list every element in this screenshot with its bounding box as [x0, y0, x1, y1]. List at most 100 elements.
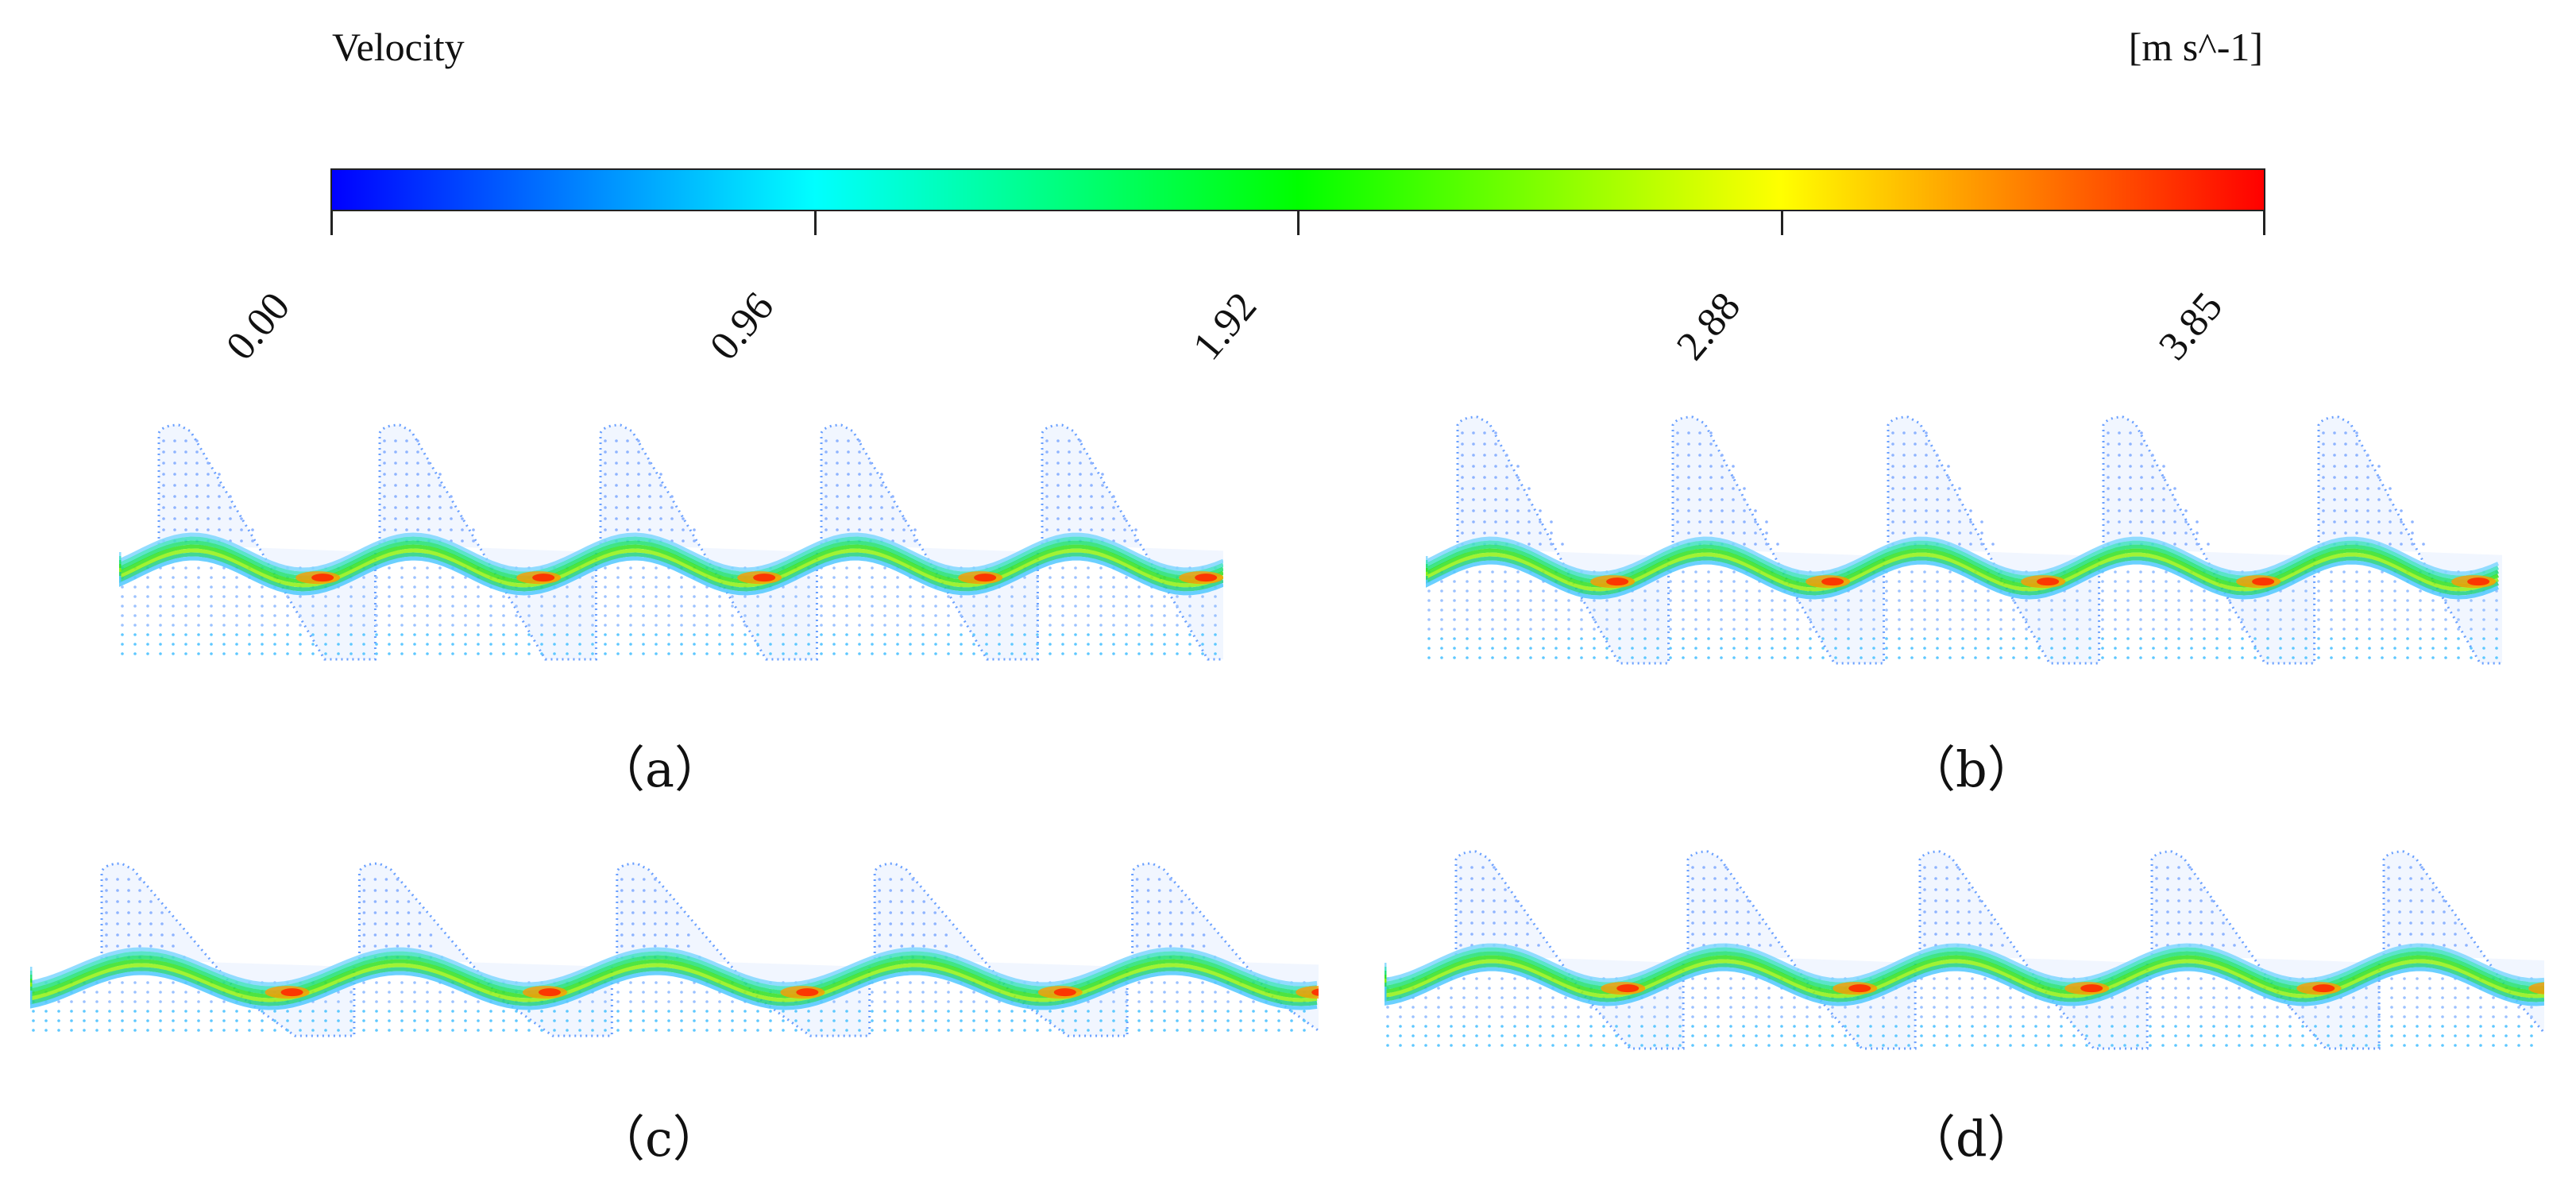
vector-dot — [1427, 656, 1431, 659]
vector-dot — [362, 1010, 365, 1013]
vector-dot — [1056, 517, 1060, 520]
vector-dot — [972, 595, 975, 598]
vector-dot — [858, 1000, 861, 1003]
vector-dot — [845, 1010, 848, 1013]
vector-dot — [1112, 595, 1115, 598]
vector-dot — [1303, 1019, 1306, 1022]
vector-dot — [1527, 509, 1531, 512]
vector-dot — [1564, 996, 1567, 999]
vector-dot — [1987, 656, 1990, 659]
vector-dot — [477, 1000, 480, 1003]
vector-dot — [2301, 1044, 2304, 1047]
vector-dot — [2457, 656, 2460, 659]
vector-dot — [83, 991, 86, 994]
vector-dot — [2466, 1025, 2470, 1028]
vector-dot — [1615, 1025, 1618, 1028]
vector-dot — [1702, 888, 1705, 891]
vector-dot — [880, 484, 883, 487]
vector-dot — [1958, 520, 1961, 523]
vector-dot — [2428, 1015, 2431, 1018]
vector-dot — [1958, 487, 1961, 490]
vector-dot — [1201, 605, 1204, 608]
vector-dot — [643, 878, 646, 881]
vector-dot — [615, 462, 618, 465]
vector-dot — [909, 633, 912, 636]
vector-dot — [162, 517, 165, 520]
vector-dot — [896, 1000, 899, 1003]
vector-dot — [1527, 487, 1531, 490]
vector-dot — [388, 595, 391, 598]
vector-dot — [173, 528, 176, 531]
vector-dot — [2368, 608, 2371, 612]
vector-dot — [1074, 633, 1077, 636]
vector-dot — [1720, 589, 1723, 593]
vector-dot — [2228, 618, 2231, 621]
vector-dot — [1961, 599, 1964, 602]
vector-dot — [1440, 628, 1443, 631]
vector-dot — [1936, 570, 1939, 574]
vector-dot — [1475, 996, 1478, 999]
vector-dot — [2381, 589, 2384, 593]
vector-dot — [396, 900, 400, 903]
vector-dot — [2037, 608, 2041, 612]
vector-dot — [83, 1019, 86, 1022]
vector-dot — [2333, 442, 2336, 446]
vector-dot — [820, 652, 823, 655]
vector-dot — [1640, 1025, 1643, 1028]
vector-dot — [311, 643, 315, 646]
vector-dot — [985, 614, 988, 617]
vector-dot — [172, 991, 175, 994]
vector-dot — [1923, 599, 1926, 602]
vector-dot — [1968, 899, 1971, 902]
vector-dot — [1561, 543, 1564, 546]
vector-dot — [878, 922, 881, 925]
vector-dot — [210, 595, 213, 598]
vector-dot — [743, 1019, 747, 1022]
vector-dot — [1135, 911, 1139, 914]
vector-dot — [947, 1000, 950, 1003]
vector-dot — [173, 473, 176, 476]
vector-dot — [667, 1019, 670, 1022]
vector-dot — [1157, 900, 1161, 903]
vector-dot — [670, 528, 674, 531]
vector-dot — [2012, 599, 2015, 602]
vector-dot — [578, 1019, 581, 1022]
vector-dot — [1605, 608, 1609, 612]
vector-dot — [1049, 585, 1052, 589]
vector-dot — [2317, 608, 2320, 612]
vector-dot — [1137, 1029, 1141, 1032]
vector-dot — [218, 517, 221, 520]
vector-dot — [1470, 866, 1473, 869]
vector-dot — [1201, 643, 1204, 646]
vector-dot — [2152, 599, 2155, 602]
vector-dot — [845, 643, 848, 646]
vector-dot — [1958, 1044, 1961, 1047]
vector-dot — [2517, 1025, 2520, 1028]
vector-dot — [2034, 1025, 2037, 1028]
vector-dot — [2123, 1015, 2126, 1018]
vector-dot — [383, 439, 386, 442]
vector-dot — [858, 495, 861, 498]
vector-dot — [2177, 589, 2180, 593]
vector-dot — [1099, 624, 1103, 627]
vector-dot — [1691, 1044, 1694, 1047]
vector-dot — [1134, 539, 1137, 543]
vector-dot — [2254, 647, 2257, 650]
vector-dot — [1958, 1006, 1961, 1009]
vector-dot — [913, 528, 917, 531]
vector-dot — [133, 614, 137, 617]
vector-dot — [667, 981, 670, 984]
vector-dot — [2098, 1034, 2101, 1037]
vector-dot — [1780, 1006, 1783, 1009]
vector-dot — [2419, 656, 2422, 659]
vector-dot — [922, 933, 925, 937]
vector-dot — [1860, 599, 1863, 602]
vector-dot — [1682, 628, 1685, 631]
vector-dot — [438, 614, 442, 617]
vector-dot — [1923, 628, 1926, 631]
vector-dot — [832, 614, 836, 617]
vector-dot — [1628, 1015, 1631, 1018]
vector-dot — [1265, 1010, 1268, 1013]
vector-dot — [1980, 520, 1983, 523]
vector-dot — [2317, 599, 2320, 602]
